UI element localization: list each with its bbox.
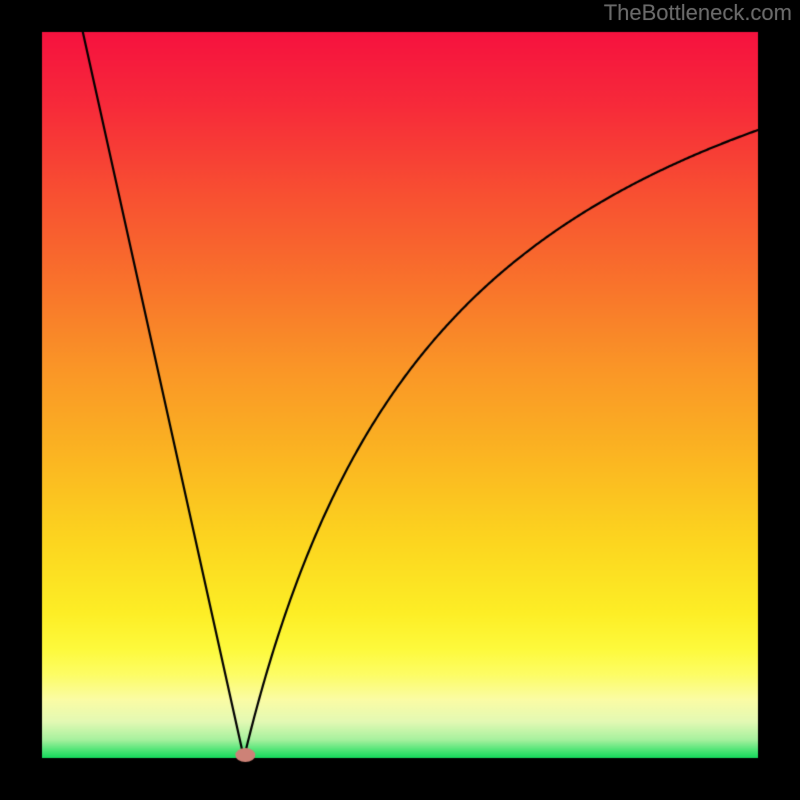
bottleneck-chart-canvas xyxy=(0,0,800,800)
watermark-text: TheBottleneck.com xyxy=(604,0,792,26)
chart-stage: TheBottleneck.com xyxy=(0,0,800,800)
